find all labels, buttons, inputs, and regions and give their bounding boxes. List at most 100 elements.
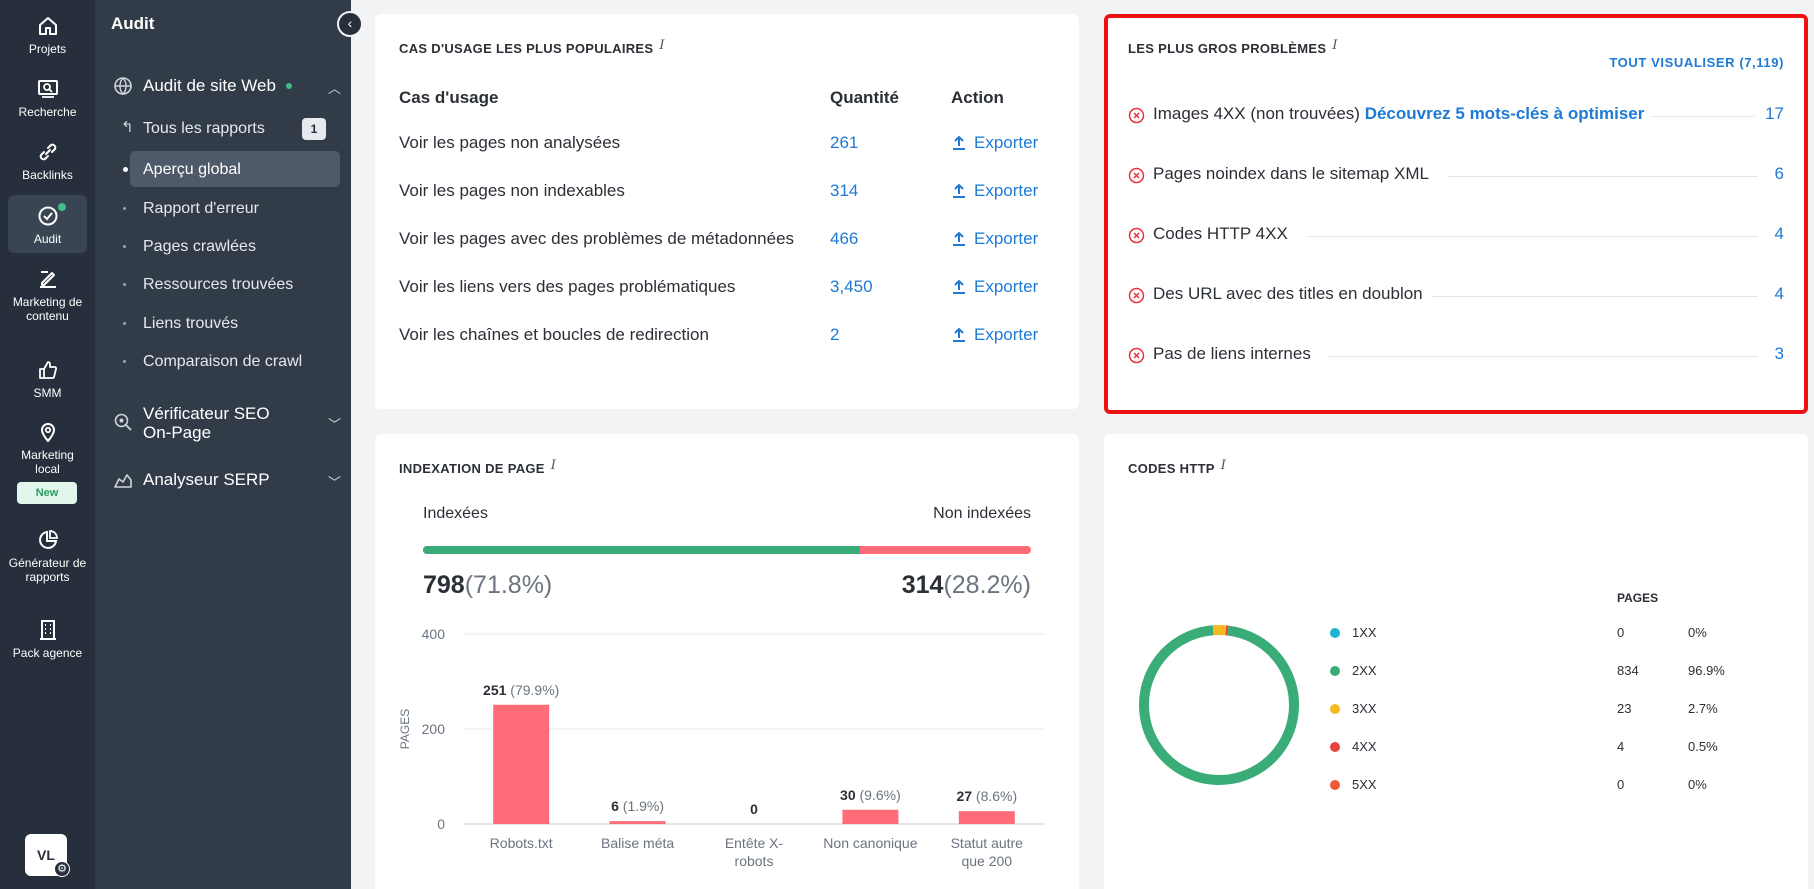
error-x-icon: [1128, 227, 1145, 244]
location-pin-icon: [40, 423, 55, 443]
export-button[interactable]: Exporter: [952, 133, 1038, 153]
card-title: CAS D'USAGE LES PLUS POPULAIRES i: [399, 38, 665, 57]
chevron-down-icon: ﹀: [328, 417, 342, 432]
card-title: LES PLUS GROS PROBLÈMES i: [1128, 38, 1338, 57]
sidebar-group-verificateur-seo[interactable]: Vérificateur SEO On-Page ﹀: [113, 404, 341, 442]
bullet-icon: [123, 360, 126, 363]
x-tick-label: Statut autre que 200: [951, 835, 1024, 869]
use-case-quantity[interactable]: 314: [830, 181, 859, 200]
data-label: 6 (1.9%): [611, 798, 664, 814]
issue-row[interactable]: Pages noindex dans le sitemap XML 6: [1128, 164, 1784, 188]
divider: [1328, 356, 1758, 357]
rail-item-smm[interactable]: SMM: [8, 358, 87, 400]
column-header-case: Cas d'usage: [399, 88, 499, 107]
rail-label: Projets: [28, 42, 67, 56]
use-case-label: Voir les chaînes et boucles de redirecti…: [399, 325, 709, 344]
use-case-quantity[interactable]: 2: [830, 325, 840, 344]
rail-item-marketing-contenu[interactable]: Marketing de contenu: [8, 267, 87, 337]
rail-item-audit[interactable]: Audit: [8, 195, 87, 253]
divider: [1448, 176, 1758, 177]
issue-count[interactable]: 17: [1755, 104, 1784, 124]
gear-icon[interactable]: ⚙: [54, 861, 70, 877]
data-label: 27 (8.6%): [956, 788, 1017, 804]
card-title-text: LES PLUS GROS PROBLÈMES: [1128, 41, 1327, 56]
sidebar-item-label: Ressources trouvées: [143, 276, 294, 293]
export-button[interactable]: Exporter: [952, 229, 1038, 249]
error-x-icon: [1128, 167, 1145, 184]
keywords-link[interactable]: Découvrez 5 mots-clés à optimiser: [1364, 104, 1645, 123]
export-label: Exporter: [974, 181, 1039, 200]
upload-icon: [953, 135, 965, 150]
return-arrow-icon: ↰: [121, 119, 134, 136]
data-label: 30 (9.6%): [840, 787, 901, 803]
info-icon[interactable]: i: [659, 38, 665, 53]
chart-bar: [493, 704, 550, 824]
x-tick-label: Entête X-robots: [725, 835, 784, 869]
chart-area-icon: [114, 474, 132, 488]
info-icon[interactable]: i: [550, 458, 557, 473]
rail-label: Pack agence: [12, 646, 83, 660]
sidebar-item-label: Aperçu global: [143, 161, 241, 178]
sidebar-group-audit-site[interactable]: Audit de site Web ︿: [113, 76, 341, 96]
sidebar-group-label: Audit de site Web: [143, 76, 276, 95]
rail-label: Backlinks: [22, 168, 73, 182]
issue-count[interactable]: 3: [1764, 344, 1784, 364]
rail-item-marketing-local[interactable]: Marketing local: [8, 420, 87, 476]
legend-pages: 834: [1617, 663, 1639, 678]
issue-row[interactable]: Images 4XX (non trouvées) Découvrez 5 mo…: [1128, 104, 1784, 128]
rail-item-recherche[interactable]: Recherche: [8, 77, 87, 127]
sidebar-item-rapport-erreur[interactable]: Rapport d'erreur: [123, 200, 259, 218]
legend-dot: [1330, 666, 1340, 676]
upload-icon: [953, 279, 965, 294]
card-title: INDEXATION DE PAGE i: [399, 458, 557, 477]
use-case-label: Voir les pages avec des problèmes de mét…: [399, 229, 795, 248]
export-button[interactable]: Exporter: [952, 325, 1038, 345]
issue-row[interactable]: Des URL avec des titles en doublon 4: [1128, 284, 1784, 308]
use-case-quantity[interactable]: 3,450: [830, 277, 873, 296]
sidebar-item-comparaison-crawl[interactable]: Comparaison de crawl: [123, 353, 302, 371]
indexed-fill: [423, 546, 860, 554]
data-label: 0: [750, 801, 758, 817]
issue-count[interactable]: 4: [1764, 224, 1784, 244]
donut-slice-2xx[interactable]: [1139, 625, 1299, 785]
legend-code: 4XX: [1352, 739, 1377, 754]
rail-label: Générateur de rapports: [8, 556, 87, 584]
sidebar-item-tous-rapports[interactable]: ↰ Tous les rapports: [121, 119, 265, 138]
card-title-text: CODES HTTP: [1128, 461, 1215, 476]
view-all-link[interactable]: TOUT VISUALISER (7,119): [1609, 55, 1784, 70]
sidebar-item-pages-crawlees[interactable]: Pages crawlées: [123, 238, 256, 256]
sidebar-item-ressources-trouvees[interactable]: Ressources trouvées: [123, 276, 294, 294]
export-button[interactable]: Exporter: [952, 277, 1038, 297]
rail-item-projets[interactable]: Projets: [8, 14, 87, 64]
rail-item-generateur-rapports[interactable]: Générateur de rapports: [8, 528, 87, 598]
indexed-value: 798(71.8%): [423, 571, 552, 600]
sidebar-item-liens-trouves[interactable]: Liens trouvés: [123, 315, 239, 333]
indexed-label: Indexées: [423, 505, 488, 522]
bullet-icon: [123, 207, 126, 210]
non-indexed-value: 314(28.2%): [902, 571, 1031, 600]
info-icon[interactable]: i: [1220, 458, 1227, 473]
rail-item-backlinks[interactable]: Backlinks: [8, 140, 87, 190]
use-case-quantity[interactable]: 261: [830, 133, 859, 152]
issue-count[interactable]: 4: [1764, 284, 1784, 304]
legend-code: 1XX: [1352, 625, 1377, 640]
issue-row[interactable]: Codes HTTP 4XX 4: [1128, 224, 1784, 248]
issue-count[interactable]: 6: [1764, 164, 1784, 184]
sidebar-group-analyseur-serp[interactable]: Analyseur SERP ﹀: [113, 470, 341, 490]
legend-code: 5XX: [1352, 777, 1377, 792]
legend-dot: [1330, 628, 1340, 638]
bullet-icon: [123, 283, 126, 286]
export-button[interactable]: Exporter: [952, 181, 1038, 201]
bullet-icon: [123, 167, 128, 172]
use-case-quantity[interactable]: 466: [830, 229, 859, 248]
collapse-sidebar-button[interactable]: ‹: [337, 11, 363, 37]
rail-label: Marketing local: [21, 448, 74, 476]
sidebar-item-label: Liens trouvés: [143, 315, 239, 332]
sidebar-item-apercu-global[interactable]: Aperçu global: [123, 161, 241, 179]
issue-row[interactable]: Pas de liens internes 3: [1128, 344, 1784, 368]
info-icon[interactable]: i: [1332, 38, 1338, 53]
chevron-down-icon: ﹀: [328, 475, 342, 490]
rail-item-pack-agence[interactable]: Pack agence: [8, 618, 87, 674]
divider: [1428, 296, 1758, 297]
indexation-bar-chart: 0 200 400 PAGES 251 (79.9%) Robots.txt 6 (1.9%…: [398, 626, 1045, 869]
